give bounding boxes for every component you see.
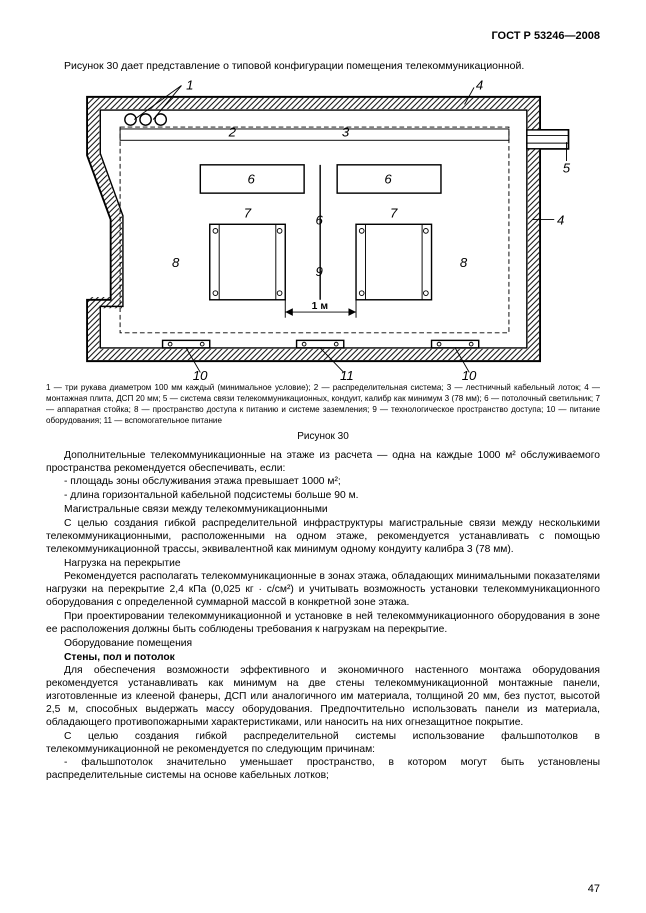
para-11: Для обеспечения возможности эффективного…	[46, 665, 600, 729]
svg-text:4: 4	[476, 78, 483, 92]
svg-text:5: 5	[563, 160, 571, 175]
svg-text:6: 6	[384, 172, 392, 187]
para-2: - площадь зоны обслуживания этажа превыш…	[46, 476, 600, 489]
para-9: Оборудование помещения	[46, 638, 600, 651]
svg-text:10: 10	[462, 368, 477, 380]
figure-legend: 1 — три рукава диаметром 100 мм каждый (…	[46, 383, 600, 427]
para-10: Стены, пол и потолок	[46, 652, 600, 665]
intro-text: Рисунок 30 дает представление о типовой …	[46, 60, 600, 72]
para-1: Дополнительные телекоммуникационные на э…	[46, 450, 600, 476]
para-7: Рекомендуется располагать телекоммуникац…	[46, 571, 600, 610]
svg-text:8: 8	[460, 255, 468, 270]
page-number: 47	[588, 883, 600, 895]
svg-text:6: 6	[248, 172, 256, 187]
dimension-label: 1 м	[312, 301, 328, 312]
svg-text:11: 11	[340, 368, 354, 380]
para-12: С целью создания гибкой распределительно…	[46, 731, 600, 757]
document-standard-code: ГОСТ Р 53246—2008	[46, 30, 600, 42]
figure-30: 1 2 3 4 4 5 6 6 6	[46, 78, 600, 380]
page: ГОСТ Р 53246—2008 Рисунок 30 дает предст…	[0, 0, 646, 913]
svg-text:6: 6	[315, 212, 323, 227]
para-3: - длина горизонтальной кабельной подсист…	[46, 490, 600, 503]
figure-caption: Рисунок 30	[46, 431, 600, 442]
svg-text:4: 4	[557, 212, 564, 227]
svg-text:7: 7	[390, 206, 398, 221]
para-4: Магистральные связи между телекоммуникац…	[46, 504, 600, 517]
para-5: С целью создания гибкой распределительно…	[46, 518, 600, 557]
body-text: Дополнительные телекоммуникационные на э…	[46, 450, 600, 783]
para-6: Нагрузка на перекрытие	[46, 558, 600, 571]
svg-text:7: 7	[244, 206, 252, 221]
svg-text:10: 10	[193, 368, 208, 380]
svg-text:2: 2	[228, 125, 237, 140]
para-13: - фальшпотолок значительно уменьшает про…	[46, 757, 600, 783]
svg-text:9: 9	[315, 264, 323, 279]
svg-text:8: 8	[172, 255, 180, 270]
svg-text:3: 3	[342, 125, 350, 140]
svg-text:1: 1	[186, 78, 193, 92]
para-8: При проектировании телекоммуникационной …	[46, 611, 600, 637]
